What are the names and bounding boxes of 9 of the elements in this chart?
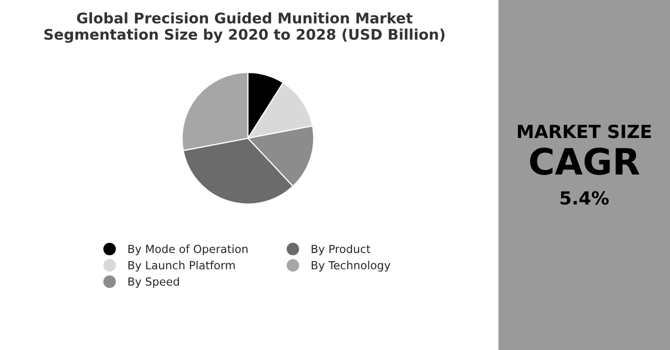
legend-label: By Product xyxy=(312,244,370,256)
chart-title: Global Precision Guided Munition Market Segmentation Size by 2020 to 2028 (USD Billion) xyxy=(44,12,444,43)
text: 5.4% xyxy=(560,191,609,205)
text: MARKET SIZE xyxy=(518,124,651,138)
legend-label: By Launch Platform xyxy=(128,260,235,272)
legend-label: By Technology xyxy=(312,260,390,272)
legend-label: By Mode of Operation xyxy=(128,244,248,256)
text: CAGR xyxy=(530,148,640,175)
legend-label: By Speed xyxy=(128,277,179,288)
